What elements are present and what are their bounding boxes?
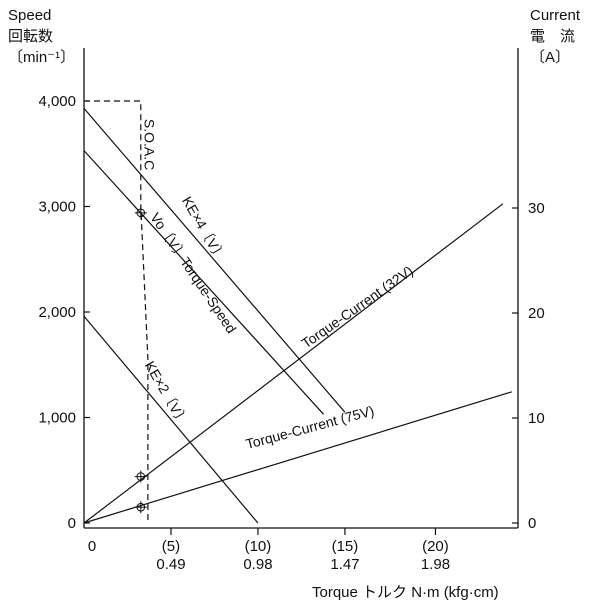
marker-layer xyxy=(134,206,147,514)
x-tick-label: (15) xyxy=(332,538,359,555)
series-line-4 xyxy=(83,203,504,524)
left-axis-title-line-3: 〔min⁻¹〕 xyxy=(8,49,75,66)
x-tick-label: (20) xyxy=(422,538,449,555)
right-tick-label: 20 xyxy=(528,305,545,322)
series-line-1 xyxy=(83,108,346,413)
right-axis-title-line-2: 電 流 xyxy=(530,28,575,45)
left-axis-title-line-1: Speed xyxy=(8,7,51,24)
intersection-marker xyxy=(134,501,147,514)
left-y-ticks: 0 1,000 2,000 3,000 4,000 xyxy=(38,93,90,532)
left-tick-label: 0 xyxy=(68,515,76,532)
right-tick-label: 30 xyxy=(528,200,545,217)
right-axis-title-line-3: 〔A〕 xyxy=(530,49,570,66)
x-tick-sublabel: 1.98 xyxy=(421,556,450,573)
curve-annotation: Torque-Current (32V) xyxy=(298,262,416,351)
right-tick-label: 0 xyxy=(528,515,536,532)
x-tick-label: (5) xyxy=(162,538,180,555)
x-tick-label: 0 xyxy=(88,538,96,555)
series-line-3 xyxy=(83,315,259,524)
series-line-6 xyxy=(84,100,149,523)
x-tick-sublabel: 0.49 xyxy=(156,556,185,573)
intersection-marker xyxy=(134,206,147,219)
left-tick-label: 2,000 xyxy=(38,304,76,321)
series-layer xyxy=(83,100,512,524)
intersection-marker xyxy=(134,470,147,483)
curve-annotation: S.O.A.C xyxy=(141,119,157,170)
left-tick-label: 4,000 xyxy=(38,93,76,110)
left-axis-title: Speed 回転数 〔min⁻¹〕 xyxy=(8,7,75,66)
right-axis-title: Current 電 流 〔A〕 xyxy=(530,7,581,66)
right-y-ticks: 0 10 20 30 xyxy=(512,200,545,532)
curve-annotation: Torque-Current (75V) xyxy=(244,402,376,452)
right-tick-label: 10 xyxy=(528,410,545,427)
x-tick-sublabel: 1.47 xyxy=(330,556,359,573)
left-tick-label: 3,000 xyxy=(38,199,76,216)
x-ticks: 0 (5)0.49 (10)0.98 (15)1.47 (20)1.98 xyxy=(88,528,450,573)
left-axis-title-line-2: 回転数 xyxy=(8,28,53,45)
x-tick-label: (10) xyxy=(245,538,272,555)
left-tick-label: 1,000 xyxy=(38,410,76,427)
series-line-5 xyxy=(83,391,512,524)
x-tick-sublabel: 0.98 xyxy=(243,556,272,573)
x-axis-title: Torque トルク N·m (kfg·cm) xyxy=(312,584,499,601)
annotation-layer: S.O.A.CKE×4〔V〕Vo〔V〕Torque-Speed Torque-Cu… xyxy=(141,119,416,452)
right-axis-title-line-1: Current xyxy=(530,7,581,24)
